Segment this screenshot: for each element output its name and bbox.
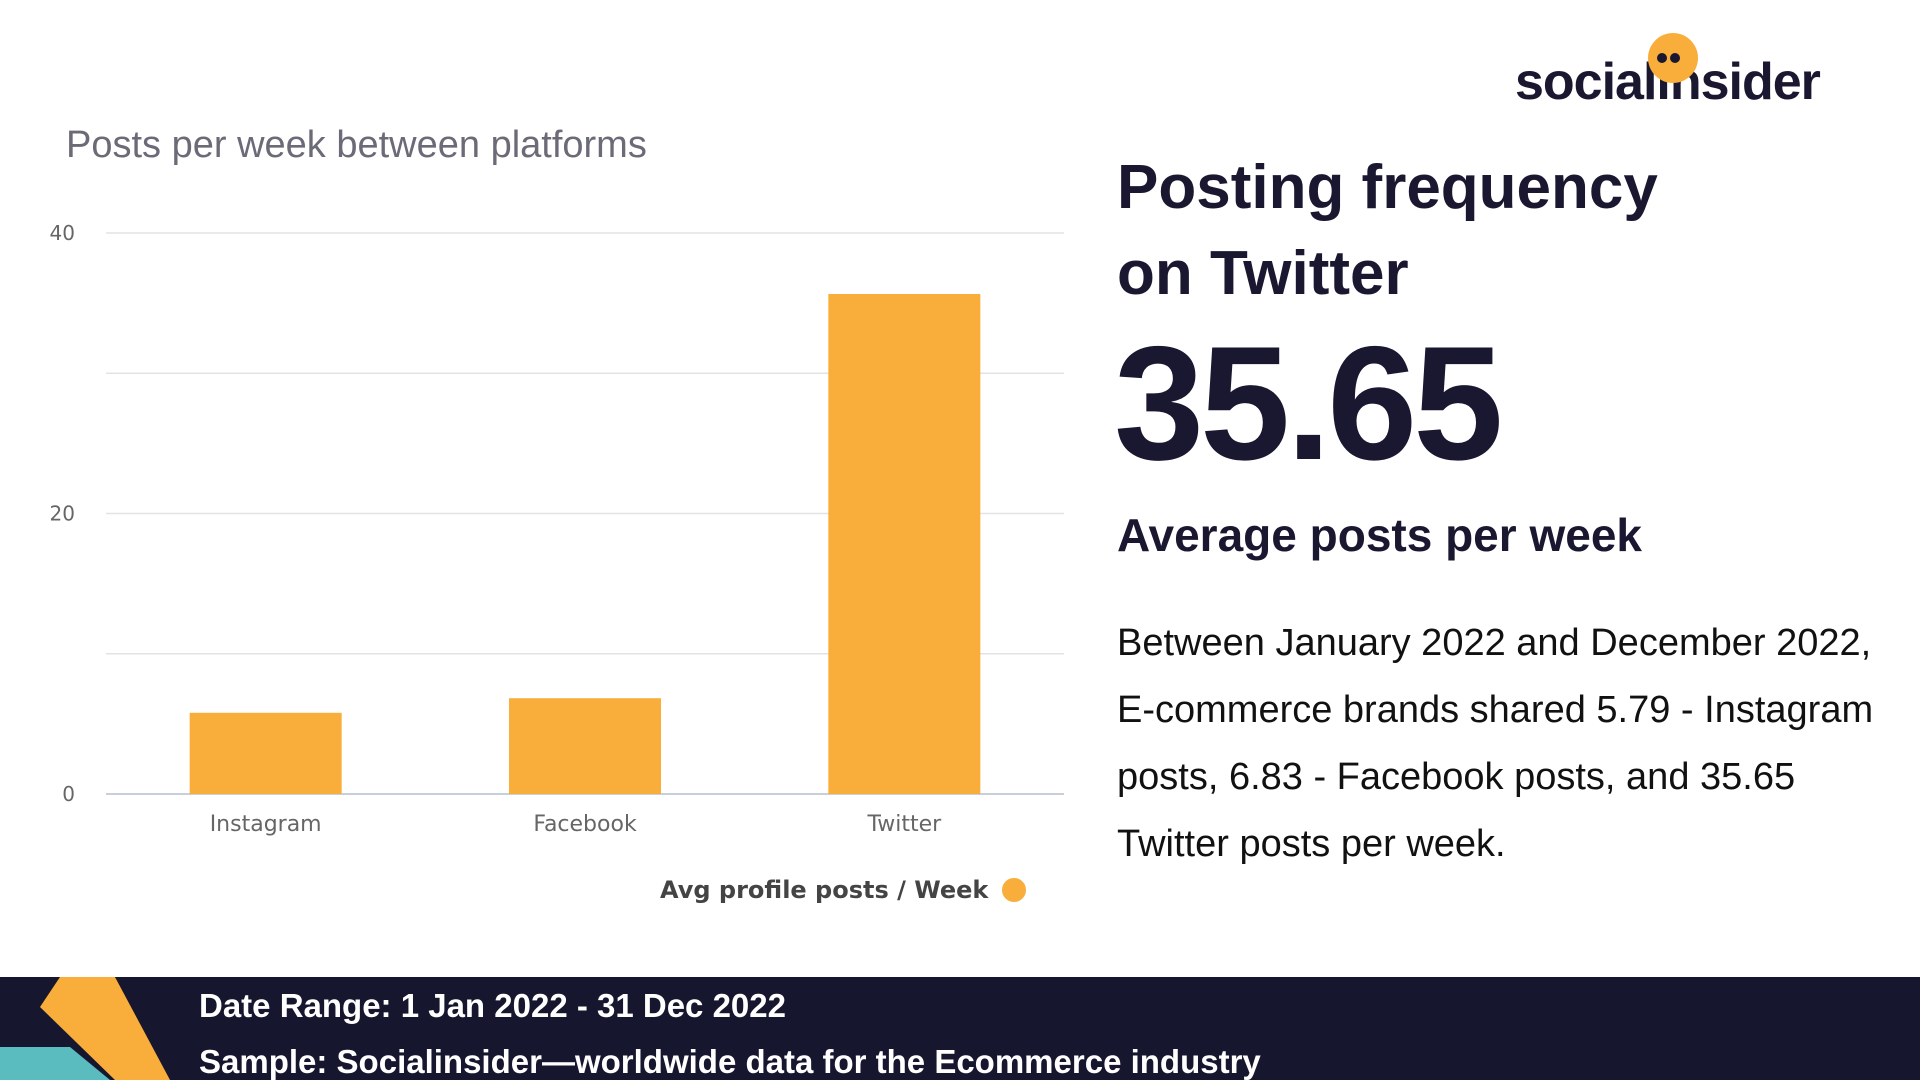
headline-title: Posting frequency on Twitter	[1117, 145, 1658, 317]
y-tick-label: 40	[50, 221, 75, 245]
legend-label: Avg profile posts / Week	[660, 876, 989, 904]
headline-title-line2: on Twitter	[1117, 239, 1409, 308]
bar-twitter	[828, 294, 981, 794]
x-tick-label: Instagram	[210, 812, 322, 837]
headline-subtitle: Average posts per week	[1117, 509, 1642, 561]
bar-facebook	[509, 698, 661, 794]
big-number: 35.65	[1114, 313, 1503, 494]
headline-description: Between January 2022 and December 2022, …	[1117, 622, 1874, 865]
footer-sample: Sample: Socialinsider—worldwide data for…	[199, 1043, 1261, 1080]
chart-legend: Avg profile posts / Week	[660, 874, 1027, 906]
bar-instagram	[189, 712, 342, 794]
footer-bar: Date Range: 1 Jan 2022 - 31 Dec 2022 Sam…	[0, 977, 1920, 1080]
logo-dot-icon	[1648, 33, 1698, 83]
chart-title: Posts per week between platforms	[66, 124, 647, 166]
legend-swatch	[1002, 878, 1027, 902]
footer-decoration	[0, 977, 170, 1080]
y-tick-label: 20	[50, 502, 75, 526]
socialinsider-logo: socialinsider	[1515, 33, 1845, 118]
x-tick-label: Facebook	[533, 812, 637, 837]
y-tick-label: 0	[62, 782, 75, 806]
footer-date-range: Date Range: 1 Jan 2022 - 31 Dec 2022	[199, 987, 786, 1024]
headline-title-line1: Posting frequency	[1117, 153, 1658, 222]
x-tick-label: Twitter	[866, 812, 942, 837]
bar-chart: 0 20 40 Instagram Facebook Twitter	[50, 221, 1064, 837]
